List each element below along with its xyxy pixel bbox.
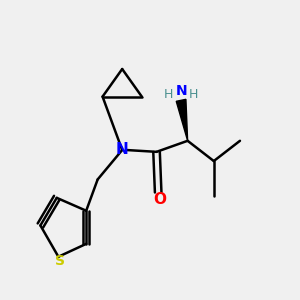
Text: N: N (116, 142, 129, 158)
Text: H: H (189, 88, 198, 101)
Polygon shape (176, 99, 188, 141)
Text: S: S (55, 254, 65, 268)
Text: O: O (153, 192, 166, 207)
Text: H: H (164, 88, 173, 101)
Text: N: N (175, 84, 187, 98)
